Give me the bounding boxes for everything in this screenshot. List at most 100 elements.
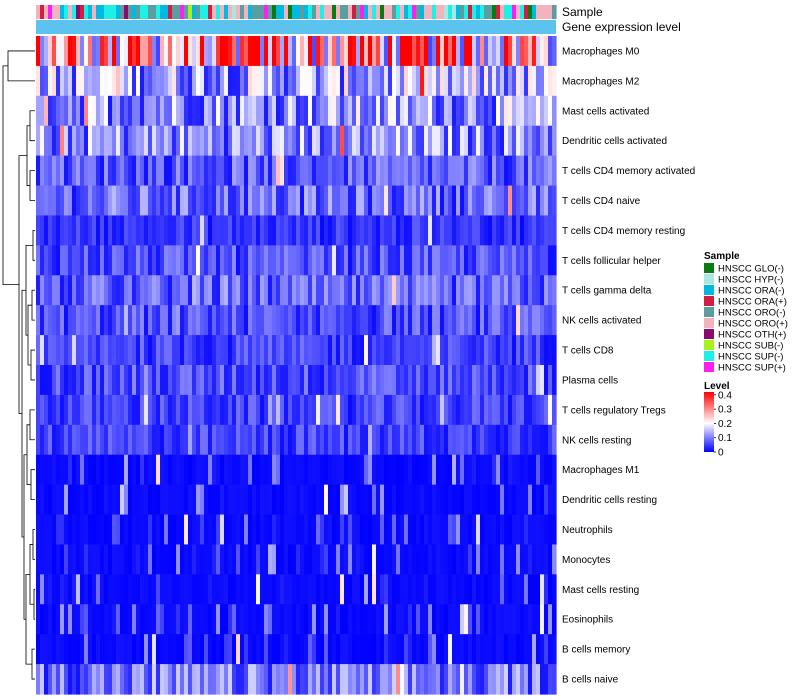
heatmap-cell <box>84 305 89 336</box>
heatmap-cell <box>428 634 433 665</box>
heatmap-cell <box>528 574 533 605</box>
heatmap-cell <box>168 424 173 456</box>
heatmap-cell <box>236 634 241 665</box>
heatmap-cell <box>184 544 189 575</box>
heatmap-cell <box>148 664 153 695</box>
heatmap-cell <box>360 185 365 217</box>
heatmap-cell <box>444 634 449 665</box>
heatmap-cell <box>472 484 477 516</box>
heatmap-cell <box>524 394 529 426</box>
heatmap-cell <box>240 215 245 246</box>
heatmap-cell <box>524 664 529 695</box>
heatmap-cell <box>320 275 325 306</box>
heatmap-cell <box>152 215 157 246</box>
sample-annotation-cell <box>296 5 301 19</box>
heatmap-cell <box>428 454 433 486</box>
heatmap-cell <box>132 275 137 306</box>
sample-annotation-cell <box>472 5 477 19</box>
sample-annotation-cell <box>436 5 441 19</box>
heatmap-cell <box>324 36 329 67</box>
heatmap-cell <box>144 634 149 665</box>
heatmap-cell <box>356 574 361 605</box>
heatmap-cell <box>276 604 281 635</box>
heatmap-cell <box>380 394 385 426</box>
heatmap-cell <box>508 454 513 486</box>
heatmap-cell <box>508 634 513 665</box>
heatmap-cell <box>520 514 525 546</box>
heatmap-cell <box>356 394 361 426</box>
heatmap-cell <box>480 65 485 97</box>
heatmap-cell <box>436 305 441 336</box>
heatmap-cell <box>172 424 177 456</box>
heatmap-cell <box>80 95 85 127</box>
heatmap-cell <box>228 335 233 366</box>
heatmap-cell <box>232 604 237 635</box>
heatmap-cell <box>380 155 385 187</box>
heatmap-cell <box>204 155 209 187</box>
sample-annotation-cell <box>376 5 381 19</box>
heatmap-cell <box>220 604 225 635</box>
heatmap-cell <box>276 664 281 695</box>
heatmap-cell <box>508 215 513 246</box>
heatmap-cell <box>484 305 489 336</box>
heatmap-cell <box>376 305 381 336</box>
sample-annotation-cell <box>360 5 365 19</box>
heatmap-cell <box>468 185 473 217</box>
heatmap-cell <box>276 335 281 366</box>
heatmap-cell <box>340 65 345 97</box>
heatmap-cell <box>84 95 89 127</box>
heatmap-cell <box>492 65 497 97</box>
heatmap-cell <box>236 544 241 575</box>
heatmap-cell <box>536 215 541 246</box>
heatmap-cell <box>328 394 333 426</box>
heatmap-cell <box>276 544 281 575</box>
heatmap-cell <box>552 514 557 546</box>
heatmap-cell <box>252 454 257 486</box>
heatmap-cell <box>496 245 501 276</box>
heatmap-cell <box>148 215 153 246</box>
heatmap-cell <box>532 95 537 127</box>
sample-annotation-cell <box>524 5 529 19</box>
heatmap-cell <box>216 574 221 605</box>
heatmap-cell <box>344 634 349 665</box>
heatmap-cell <box>396 604 401 635</box>
heatmap-cell <box>308 424 313 456</box>
heatmap-cell <box>448 394 453 426</box>
heatmap-cell <box>500 365 505 396</box>
heatmap-cell <box>464 305 469 336</box>
heatmap-cell <box>152 245 157 276</box>
heatmap-cell <box>100 65 105 97</box>
heatmap-cell <box>216 454 221 486</box>
heatmap-cell <box>48 544 53 575</box>
heatmap-cell <box>420 305 425 336</box>
heatmap-cell <box>376 484 381 516</box>
heatmap-cell <box>92 365 97 396</box>
heatmap-cell <box>296 125 301 157</box>
heatmap-cell <box>76 544 81 575</box>
heatmap-cell <box>56 484 61 516</box>
heatmap-cell <box>40 484 45 516</box>
heatmap-cell <box>552 275 557 306</box>
heatmap-cell <box>248 454 253 486</box>
heatmap-cell <box>60 125 65 157</box>
sample-annotation-cell <box>316 5 321 19</box>
heatmap-cell <box>72 245 77 276</box>
heatmap-cell <box>432 215 437 246</box>
heatmap-cell <box>524 365 529 396</box>
heatmap-cell <box>472 185 477 217</box>
heatmap-cell <box>296 664 301 695</box>
heatmap-cell <box>344 36 349 67</box>
sample-annotation-cell <box>176 5 181 19</box>
heatmap-cell <box>452 305 457 336</box>
sample-legend-label: HNSCC OTH(+) <box>718 330 786 341</box>
heatmap-cell <box>72 365 77 396</box>
heatmap-cell <box>352 484 357 516</box>
heatmap-cell <box>388 365 393 396</box>
heatmap-cell <box>360 424 365 456</box>
heatmap-cell <box>360 365 365 396</box>
heatmap-cell <box>76 335 81 366</box>
heatmap-cell <box>424 574 429 605</box>
heatmap-cell <box>88 305 93 336</box>
heatmap-cell <box>96 245 101 276</box>
heatmap-cell <box>56 65 61 97</box>
